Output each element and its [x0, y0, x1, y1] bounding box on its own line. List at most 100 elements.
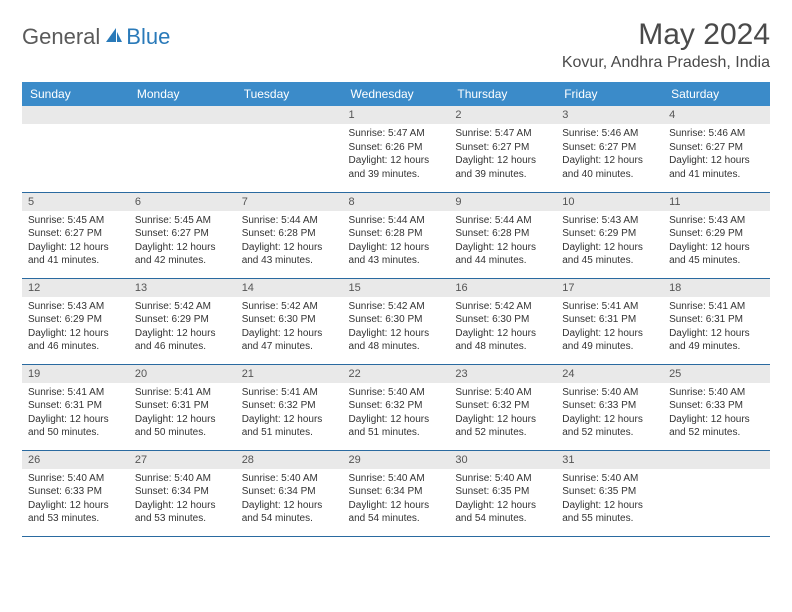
calendar-cell: 13Sunrise: 5:42 AMSunset: 6:29 PMDayligh…	[129, 278, 236, 364]
day-number: 7	[236, 193, 343, 211]
day-details: Sunrise: 5:42 AMSunset: 6:30 PMDaylight:…	[236, 297, 343, 358]
calendar-cell: 31Sunrise: 5:40 AMSunset: 6:35 PMDayligh…	[556, 450, 663, 536]
day-details: Sunrise: 5:40 AMSunset: 6:32 PMDaylight:…	[343, 383, 450, 444]
day-details: Sunrise: 5:40 AMSunset: 6:34 PMDaylight:…	[129, 469, 236, 530]
day-number: 9	[449, 193, 556, 211]
day-details: Sunrise: 5:41 AMSunset: 6:31 PMDaylight:…	[129, 383, 236, 444]
day-header: Tuesday	[236, 82, 343, 106]
calendar-cell: 19Sunrise: 5:41 AMSunset: 6:31 PMDayligh…	[22, 364, 129, 450]
calendar-cell: 14Sunrise: 5:42 AMSunset: 6:30 PMDayligh…	[236, 278, 343, 364]
day-number-bar	[663, 451, 770, 469]
calendar-cell: 7Sunrise: 5:44 AMSunset: 6:28 PMDaylight…	[236, 192, 343, 278]
calendar-cell: 4Sunrise: 5:46 AMSunset: 6:27 PMDaylight…	[663, 106, 770, 192]
calendar-cell	[22, 106, 129, 192]
calendar-cell: 1Sunrise: 5:47 AMSunset: 6:26 PMDaylight…	[343, 106, 450, 192]
calendar-cell: 25Sunrise: 5:40 AMSunset: 6:33 PMDayligh…	[663, 364, 770, 450]
calendar-cell: 18Sunrise: 5:41 AMSunset: 6:31 PMDayligh…	[663, 278, 770, 364]
calendar-cell: 9Sunrise: 5:44 AMSunset: 6:28 PMDaylight…	[449, 192, 556, 278]
day-number: 29	[343, 451, 450, 469]
day-number: 6	[129, 193, 236, 211]
logo-text-blue: Blue	[126, 24, 170, 50]
day-details: Sunrise: 5:42 AMSunset: 6:30 PMDaylight:…	[343, 297, 450, 358]
day-header: Friday	[556, 82, 663, 106]
day-number: 18	[663, 279, 770, 297]
day-details: Sunrise: 5:41 AMSunset: 6:31 PMDaylight:…	[556, 297, 663, 358]
calendar-cell: 5Sunrise: 5:45 AMSunset: 6:27 PMDaylight…	[22, 192, 129, 278]
calendar-cell: 16Sunrise: 5:42 AMSunset: 6:30 PMDayligh…	[449, 278, 556, 364]
day-details: Sunrise: 5:40 AMSunset: 6:34 PMDaylight:…	[343, 469, 450, 530]
day-details: Sunrise: 5:43 AMSunset: 6:29 PMDaylight:…	[663, 211, 770, 272]
day-details: Sunrise: 5:46 AMSunset: 6:27 PMDaylight:…	[663, 124, 770, 185]
month-title: May 2024	[562, 18, 770, 52]
day-number: 31	[556, 451, 663, 469]
day-number: 22	[343, 365, 450, 383]
day-details: Sunrise: 5:42 AMSunset: 6:30 PMDaylight:…	[449, 297, 556, 358]
calendar-cell: 21Sunrise: 5:41 AMSunset: 6:32 PMDayligh…	[236, 364, 343, 450]
day-number: 2	[449, 106, 556, 124]
day-number-bar	[236, 106, 343, 124]
calendar-cell	[129, 106, 236, 192]
day-number: 25	[663, 365, 770, 383]
calendar-cell: 23Sunrise: 5:40 AMSunset: 6:32 PMDayligh…	[449, 364, 556, 450]
day-header-row: SundayMondayTuesdayWednesdayThursdayFrid…	[22, 82, 770, 106]
day-number-bar	[129, 106, 236, 124]
title-block: May 2024 Kovur, Andhra Pradesh, India	[562, 18, 770, 72]
calendar-week-row: 19Sunrise: 5:41 AMSunset: 6:31 PMDayligh…	[22, 364, 770, 450]
day-number: 3	[556, 106, 663, 124]
calendar-week-row: 12Sunrise: 5:43 AMSunset: 6:29 PMDayligh…	[22, 278, 770, 364]
day-number: 21	[236, 365, 343, 383]
day-number: 8	[343, 193, 450, 211]
calendar-cell: 8Sunrise: 5:44 AMSunset: 6:28 PMDaylight…	[343, 192, 450, 278]
day-details: Sunrise: 5:45 AMSunset: 6:27 PMDaylight:…	[129, 211, 236, 272]
logo: General Blue	[22, 24, 170, 50]
logo-sail-icon	[104, 26, 124, 49]
day-number-bar	[22, 106, 129, 124]
calendar-cell: 22Sunrise: 5:40 AMSunset: 6:32 PMDayligh…	[343, 364, 450, 450]
calendar-week-row: 26Sunrise: 5:40 AMSunset: 6:33 PMDayligh…	[22, 450, 770, 536]
day-header: Thursday	[449, 82, 556, 106]
day-number: 30	[449, 451, 556, 469]
day-details: Sunrise: 5:47 AMSunset: 6:26 PMDaylight:…	[343, 124, 450, 185]
day-number: 4	[663, 106, 770, 124]
calendar-cell: 27Sunrise: 5:40 AMSunset: 6:34 PMDayligh…	[129, 450, 236, 536]
day-number: 15	[343, 279, 450, 297]
day-details: Sunrise: 5:41 AMSunset: 6:32 PMDaylight:…	[236, 383, 343, 444]
calendar-table: SundayMondayTuesdayWednesdayThursdayFrid…	[22, 82, 770, 537]
day-details: Sunrise: 5:44 AMSunset: 6:28 PMDaylight:…	[343, 211, 450, 272]
page-header: General Blue May 2024 Kovur, Andhra Prad…	[22, 18, 770, 72]
day-details: Sunrise: 5:41 AMSunset: 6:31 PMDaylight:…	[22, 383, 129, 444]
day-number: 13	[129, 279, 236, 297]
day-details: Sunrise: 5:45 AMSunset: 6:27 PMDaylight:…	[22, 211, 129, 272]
calendar-cell: 3Sunrise: 5:46 AMSunset: 6:27 PMDaylight…	[556, 106, 663, 192]
day-number: 16	[449, 279, 556, 297]
calendar-cell: 26Sunrise: 5:40 AMSunset: 6:33 PMDayligh…	[22, 450, 129, 536]
calendar-body: 1Sunrise: 5:47 AMSunset: 6:26 PMDaylight…	[22, 106, 770, 536]
calendar-cell: 29Sunrise: 5:40 AMSunset: 6:34 PMDayligh…	[343, 450, 450, 536]
calendar-cell: 17Sunrise: 5:41 AMSunset: 6:31 PMDayligh…	[556, 278, 663, 364]
day-details: Sunrise: 5:41 AMSunset: 6:31 PMDaylight:…	[663, 297, 770, 358]
day-number: 23	[449, 365, 556, 383]
calendar-cell: 10Sunrise: 5:43 AMSunset: 6:29 PMDayligh…	[556, 192, 663, 278]
day-header: Wednesday	[343, 82, 450, 106]
logo-text-general: General	[22, 24, 100, 50]
calendar-cell: 28Sunrise: 5:40 AMSunset: 6:34 PMDayligh…	[236, 450, 343, 536]
location-text: Kovur, Andhra Pradesh, India	[562, 54, 770, 72]
calendar-cell: 20Sunrise: 5:41 AMSunset: 6:31 PMDayligh…	[129, 364, 236, 450]
day-details: Sunrise: 5:40 AMSunset: 6:33 PMDaylight:…	[22, 469, 129, 530]
calendar-week-row: 1Sunrise: 5:47 AMSunset: 6:26 PMDaylight…	[22, 106, 770, 192]
day-number: 28	[236, 451, 343, 469]
day-number: 26	[22, 451, 129, 469]
day-number: 27	[129, 451, 236, 469]
day-number: 5	[22, 193, 129, 211]
calendar-cell: 11Sunrise: 5:43 AMSunset: 6:29 PMDayligh…	[663, 192, 770, 278]
day-header: Saturday	[663, 82, 770, 106]
day-number: 24	[556, 365, 663, 383]
day-details: Sunrise: 5:40 AMSunset: 6:33 PMDaylight:…	[556, 383, 663, 444]
day-details: Sunrise: 5:44 AMSunset: 6:28 PMDaylight:…	[449, 211, 556, 272]
day-details: Sunrise: 5:40 AMSunset: 6:35 PMDaylight:…	[556, 469, 663, 530]
day-details: Sunrise: 5:42 AMSunset: 6:29 PMDaylight:…	[129, 297, 236, 358]
calendar-cell: 24Sunrise: 5:40 AMSunset: 6:33 PMDayligh…	[556, 364, 663, 450]
day-details: Sunrise: 5:43 AMSunset: 6:29 PMDaylight:…	[22, 297, 129, 358]
day-number: 20	[129, 365, 236, 383]
calendar-cell: 30Sunrise: 5:40 AMSunset: 6:35 PMDayligh…	[449, 450, 556, 536]
